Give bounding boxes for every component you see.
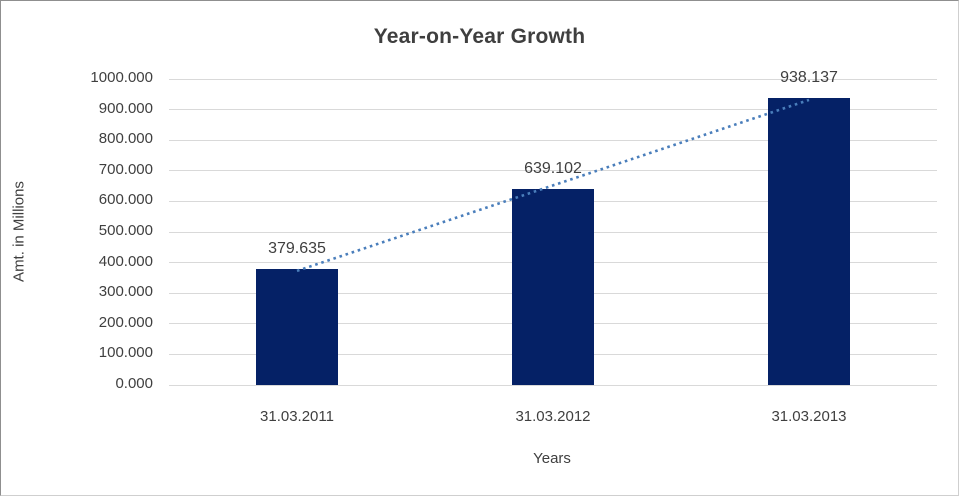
bar-data-label: 379.635 bbox=[268, 239, 326, 257]
bar bbox=[512, 189, 594, 385]
y-tick-label: 0.000 bbox=[115, 375, 153, 392]
chart-title: Year-on-Year Growth bbox=[373, 25, 586, 48]
x-tick-label: 31.03.2013 bbox=[771, 408, 847, 425]
y-tick-label: 400.000 bbox=[98, 252, 153, 270]
y-tick-label: 100.000 bbox=[98, 344, 153, 362]
y-tick-label: 700.000 bbox=[98, 160, 153, 178]
x-axis-title: Years bbox=[533, 450, 571, 467]
x-tick-label: 31.03.2012 bbox=[515, 408, 591, 425]
bar-data-label: 938.137 bbox=[780, 68, 838, 86]
y-tick-label: 600.000 bbox=[98, 191, 153, 209]
bar bbox=[256, 268, 338, 385]
y-axis-title: Amt. in Millions bbox=[10, 181, 28, 282]
gridline bbox=[169, 78, 937, 80]
y-tick-label: 500.000 bbox=[98, 222, 153, 239]
gridline bbox=[169, 384, 937, 386]
y-tick-label: 900.000 bbox=[98, 99, 153, 117]
bar bbox=[768, 97, 850, 385]
y-tick-label: 800.000 bbox=[98, 130, 153, 148]
y-tick-label: 1000.000 bbox=[90, 69, 153, 86]
y-tick-label: 300.000 bbox=[98, 283, 153, 301]
y-tick-label: 200.000 bbox=[98, 313, 153, 331]
x-tick-label: 31.03.2011 bbox=[260, 408, 334, 425]
bar-data-label: 639.102 bbox=[524, 160, 582, 178]
